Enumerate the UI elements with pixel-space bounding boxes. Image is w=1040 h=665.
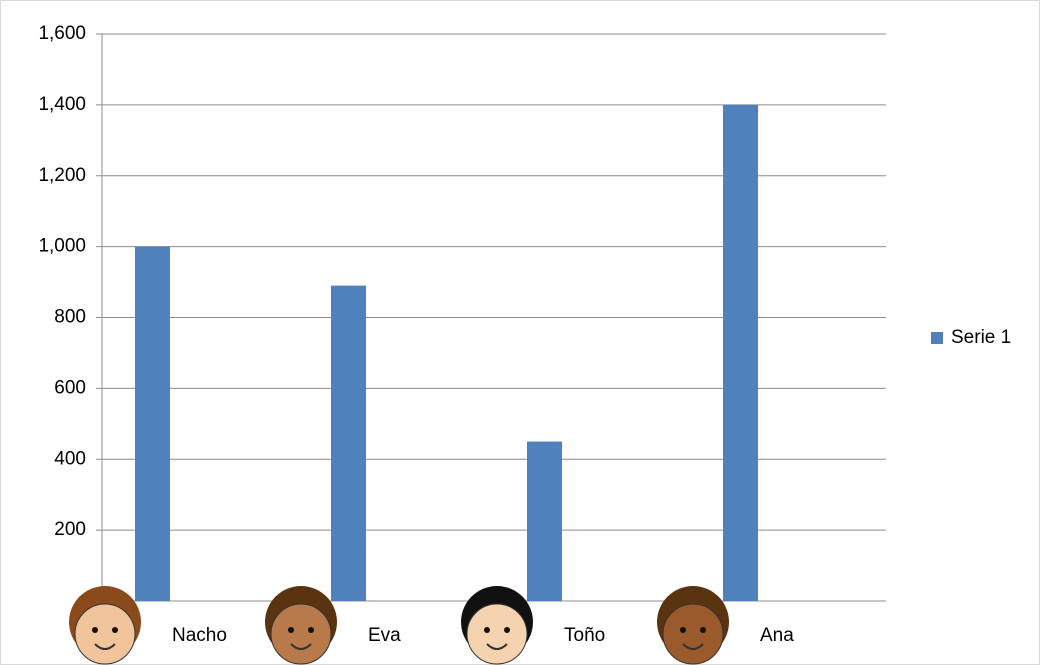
legend-swatch — [931, 332, 943, 344]
y-tick-label: 1,200 — [38, 165, 86, 186]
y-tick-label: 1,600 — [38, 23, 86, 44]
x-tick-label: Toño — [564, 625, 605, 646]
face-mouth — [94, 643, 116, 650]
face-eye — [288, 627, 294, 633]
face-eye — [504, 627, 510, 633]
face-icon — [662, 603, 724, 665]
y-tick-label: 200 — [54, 519, 86, 540]
face-mouth — [486, 643, 508, 650]
face-eye — [308, 627, 314, 633]
bar — [527, 441, 562, 601]
y-tick-label: 600 — [54, 377, 86, 398]
face-icon — [74, 603, 136, 665]
x-tick-label: Eva — [368, 625, 401, 646]
y-tick-label: 1,400 — [38, 94, 86, 115]
y-tick-label: 800 — [54, 307, 86, 328]
face-eye — [92, 627, 98, 633]
face-icon — [466, 603, 528, 665]
face-eye — [112, 627, 118, 633]
face-eye — [700, 627, 706, 633]
face-mouth — [682, 643, 704, 650]
face-eye — [680, 627, 686, 633]
y-tick-label: 400 — [54, 448, 86, 469]
face-icon — [270, 603, 332, 665]
bar — [331, 285, 366, 601]
x-tick-label: Ana — [760, 625, 794, 646]
legend-label: Serie 1 — [951, 327, 1011, 348]
face-mouth — [290, 643, 312, 650]
bar — [135, 246, 170, 601]
face-eye — [484, 627, 490, 633]
y-tick-label: 1,000 — [38, 236, 86, 257]
bar — [723, 104, 758, 601]
x-tick-label: Nacho — [172, 625, 227, 646]
